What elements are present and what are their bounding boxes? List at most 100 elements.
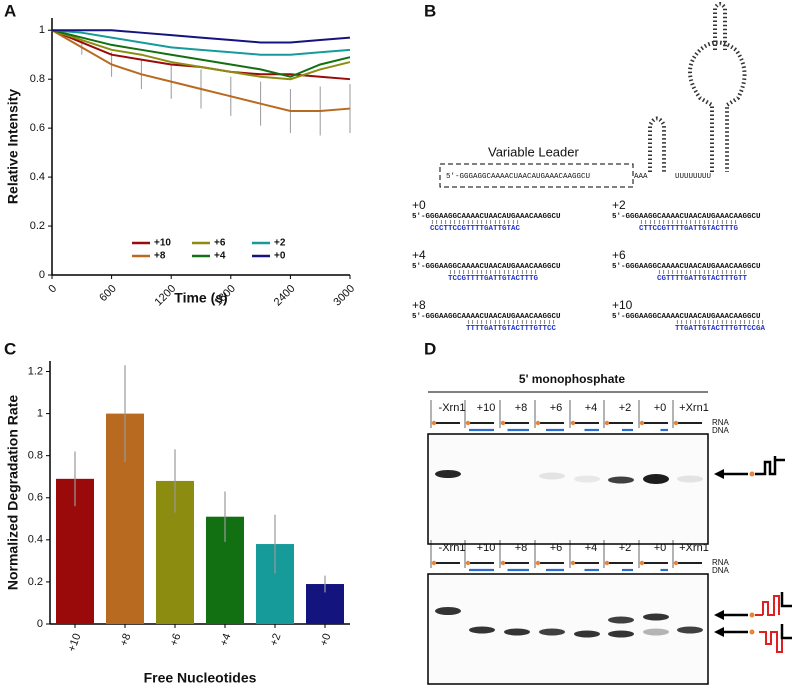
x-tick-label: +0 xyxy=(318,632,334,648)
leader-title: Variable Leader xyxy=(488,144,579,159)
lane-label: +6 xyxy=(550,542,563,554)
dna-sequence: TCCGTTTTGATTGTACTTTG xyxy=(448,275,539,283)
gel-band xyxy=(643,628,669,636)
lane-label: -Xrn1 xyxy=(439,402,466,414)
lane-label: +10 xyxy=(477,542,496,554)
lane-label: -Xrn1 xyxy=(439,542,466,554)
panel-label: B xyxy=(424,1,436,20)
leader-sequence: 5'-GGGAGGCAAAACUAACAUGAAACAAGGCU xyxy=(446,173,590,181)
dna-sequence: CGTTTTGATTGTACTTTGTT xyxy=(657,275,748,283)
rna-sequence: 5'-GGGAAGGCAAAACUAACAUGAAACAAGGCU xyxy=(612,313,761,321)
cap-dot xyxy=(465,420,471,426)
gel-band xyxy=(574,475,600,483)
y-tick-label: 0 xyxy=(39,269,45,281)
arrow-head xyxy=(714,469,724,479)
gel-image xyxy=(427,433,709,545)
legend-label: +4 xyxy=(214,251,226,262)
cap-dot xyxy=(639,560,645,566)
y-tick-label: 0.8 xyxy=(28,450,43,462)
strand-label: RNA xyxy=(712,558,730,567)
cap-dot xyxy=(749,612,755,618)
gel-band xyxy=(469,626,495,634)
construct-icon xyxy=(780,592,792,640)
duplex-panel: +05'-GGGAAGGCAAAACUAACAUGAAACAAGGCUCCCTT… xyxy=(412,198,766,333)
y-tick-label: 0.6 xyxy=(28,492,43,504)
rna-sequence: 5'-GGGAAGGCAAAACUAACAUGAAACAAGGCU xyxy=(612,263,761,271)
lane-label: +Xrn1 xyxy=(679,402,709,414)
cap-dot xyxy=(673,560,679,566)
lane-label: +4 xyxy=(585,542,598,554)
x-tick-label: 600 xyxy=(97,283,118,304)
dna-sequence: CTTCCGTTTTGATTGTACTTTG xyxy=(639,225,739,233)
dna-sequence: TTTTGATTGTACTTTGTTCC xyxy=(466,325,557,333)
rna-sequence: 5'-GGGAAGGCAAAACUAACAUGAAACAAGGCU xyxy=(412,213,561,221)
y-tick-label: 0.4 xyxy=(30,171,45,183)
x-tick-label: +4 xyxy=(218,632,234,648)
legend-label: +0 xyxy=(274,251,286,262)
duplex-label: +0 xyxy=(412,198,426,212)
duplex-label: +6 xyxy=(612,248,626,262)
cap-dot xyxy=(604,420,610,426)
x-tick-label: +8 xyxy=(118,632,134,648)
x-axis-label: Free Nucleotides xyxy=(144,670,257,686)
y-tick-label: 0.2 xyxy=(30,220,45,232)
lane-label: +10 xyxy=(477,402,496,414)
gel-band xyxy=(574,630,600,638)
tail-sequence: UUUUUUUU xyxy=(675,173,711,181)
y-tick-label: 0.6 xyxy=(30,122,45,134)
lane-label: +4 xyxy=(585,402,598,414)
gel-band xyxy=(435,607,461,615)
lane-label: +Xrn1 xyxy=(679,542,709,554)
legend-label: +6 xyxy=(214,238,226,249)
panel-label: C xyxy=(4,339,16,358)
arrow-head xyxy=(714,610,724,620)
cap-dot xyxy=(639,420,645,426)
construct-icon xyxy=(755,456,785,476)
cap-dot xyxy=(570,560,576,566)
legend-label: +2 xyxy=(274,238,286,249)
x-tick-label: 0 xyxy=(46,283,59,296)
strand-label: RNA xyxy=(712,418,730,427)
y-tick-label: 0 xyxy=(37,618,43,630)
y-tick-label: 1 xyxy=(37,408,43,420)
y-axis-label: Normalized Degradation Rate xyxy=(5,395,21,590)
gel-band xyxy=(608,616,634,624)
lane-label: +0 xyxy=(654,402,667,414)
panel-label: D xyxy=(424,339,436,358)
gel-band xyxy=(643,474,669,484)
dna-sequence: CCCTTCCGTTTTGATTGTAC xyxy=(430,225,521,233)
construct-icon xyxy=(755,595,783,653)
cap-dot xyxy=(500,420,506,426)
gel-band xyxy=(643,613,669,621)
lane-label: +0 xyxy=(654,542,667,554)
duplex-label: +8 xyxy=(412,298,426,312)
gel-band xyxy=(677,626,703,634)
y-tick-label: 1.2 xyxy=(28,365,43,377)
hairpin-top xyxy=(713,2,727,50)
panel-label: A xyxy=(4,1,16,20)
cap-dot xyxy=(431,560,437,566)
lane-label: +2 xyxy=(619,402,632,414)
strand-label: DNA xyxy=(712,426,730,435)
cap-dot xyxy=(500,560,506,566)
lane-label: +8 xyxy=(515,402,528,414)
rna-sequence: 5'-GGGAAGGCAAAACUAACAUGAAACAAGGCU xyxy=(412,313,561,321)
cap-dot xyxy=(535,420,541,426)
gel-band xyxy=(677,475,703,483)
x-tick-label: +6 xyxy=(168,632,184,648)
lane-label: +6 xyxy=(550,402,563,414)
rna-sequence: 5'-GGGAAGGCAAAACUAACAUGAAACAAGGCU xyxy=(612,213,761,221)
x-tick-label: +10 xyxy=(66,632,84,654)
linker-sequence: AAA xyxy=(634,173,648,181)
dna-sequence: TTGATTGTACTTTGTTCCGA xyxy=(675,325,766,333)
hairpin-small xyxy=(648,116,666,172)
duplex-label: +4 xyxy=(412,248,426,262)
y-tick-label: 0.2 xyxy=(28,576,43,588)
gel-band xyxy=(435,470,461,478)
gel-band xyxy=(504,628,530,636)
leader-box xyxy=(439,163,634,188)
arrow-head xyxy=(714,627,724,637)
cap-dot xyxy=(673,420,679,426)
